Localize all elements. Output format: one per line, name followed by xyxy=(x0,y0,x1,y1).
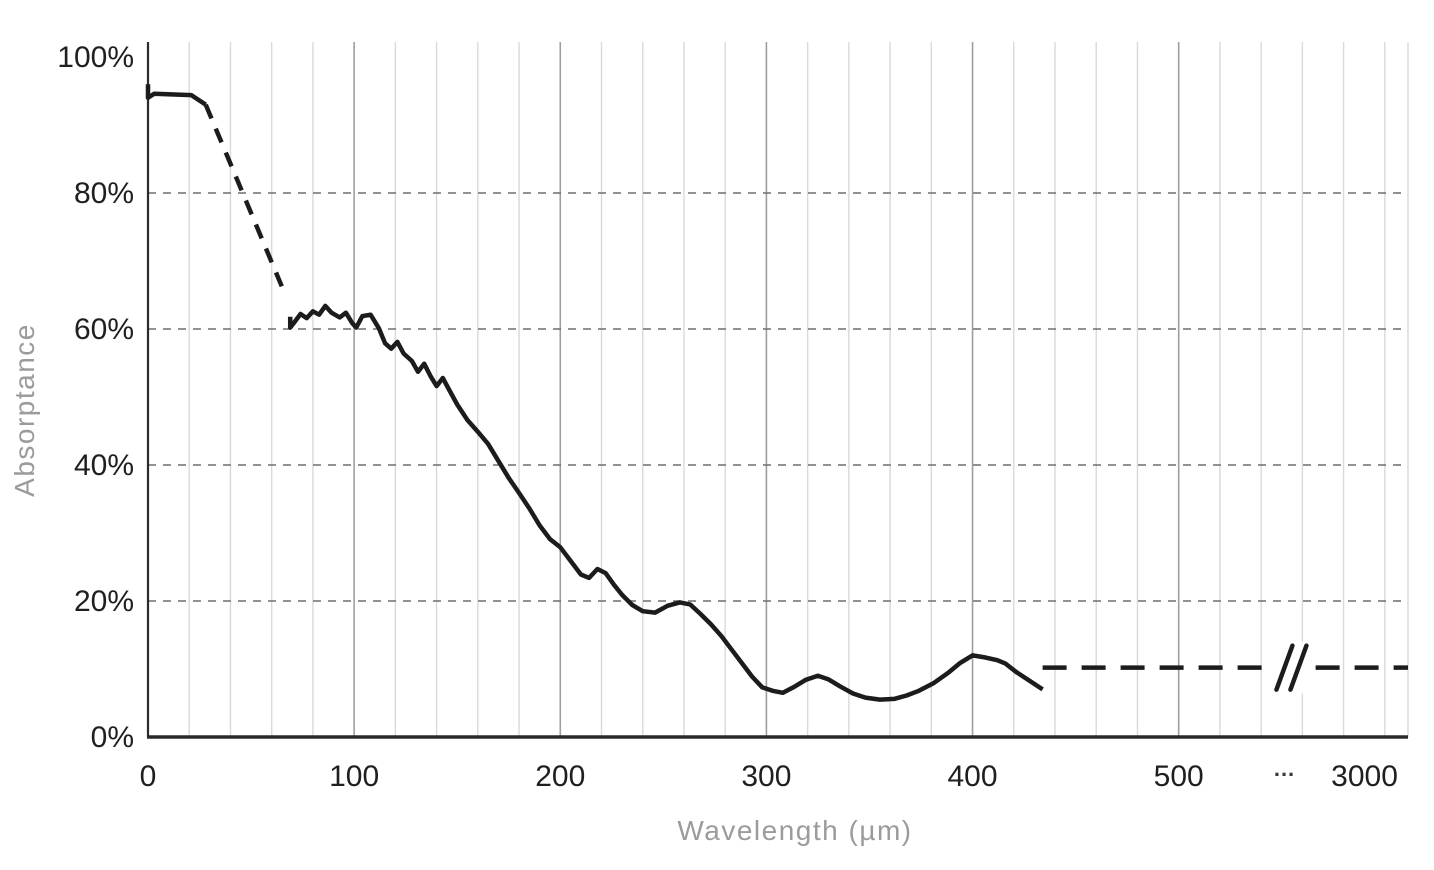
y-tick-label: 80% xyxy=(74,177,134,210)
axis-break-marker xyxy=(1271,641,1312,694)
x-tick-label-far: 3000 xyxy=(1331,760,1398,793)
axis-break-dots: ... xyxy=(1274,756,1295,781)
horizontal-gridlines xyxy=(148,192,1408,602)
series-main-curve xyxy=(287,303,1044,702)
y-tick-label: 100% xyxy=(57,41,134,74)
vertical-gridlines xyxy=(188,42,1409,737)
y-tick-labels: 0% 20% 40% 60% 80% 100% xyxy=(57,41,134,754)
x-tick-label: 300 xyxy=(741,760,791,793)
series-dashed-descent xyxy=(203,103,287,293)
x-tick-label: 400 xyxy=(948,760,998,793)
x-tick-label: 200 xyxy=(535,760,585,793)
y-tick-label: 20% xyxy=(74,585,134,618)
y-axis-title: Absorptance xyxy=(9,323,40,497)
data-series xyxy=(145,84,1408,702)
x-tick-label: 0 xyxy=(140,760,157,793)
axis-break-slash xyxy=(1274,643,1295,692)
x-tick-label: 100 xyxy=(329,760,379,793)
x-axis-title: Wavelength (µm) xyxy=(677,815,912,846)
y-tick-label: 0% xyxy=(91,721,134,754)
series-initial-solid xyxy=(145,84,207,107)
x-tick-label: 500 xyxy=(1154,760,1204,793)
axes xyxy=(146,42,1408,739)
x-tick-labels: 0 100 200 300 400 500 3000 xyxy=(140,760,1398,793)
axis-break-slash xyxy=(1288,643,1309,692)
y-tick-label: 40% xyxy=(74,449,134,482)
y-tick-label: 60% xyxy=(74,313,134,346)
